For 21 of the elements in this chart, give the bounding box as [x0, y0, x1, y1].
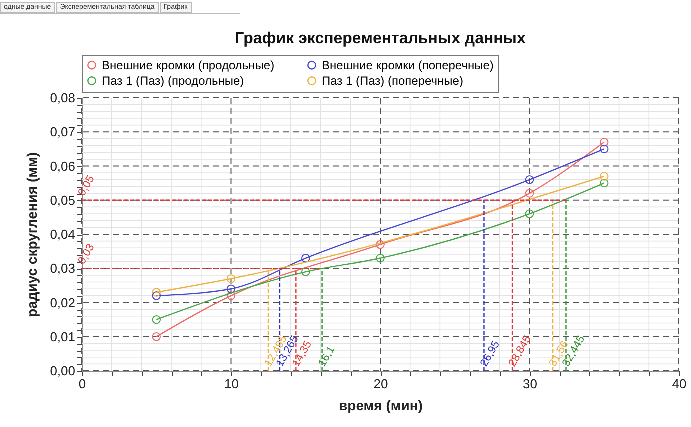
y-tick-label: 0,06 [50, 158, 76, 174]
y-tick-label: 0,07 [50, 124, 76, 140]
y-axis-title: радиус скругления (мм) [24, 152, 40, 318]
legend-label: Паз 1 (Паз) (продольные) [102, 74, 244, 88]
y-tick-label: 0,03 [50, 261, 76, 276]
legend-label: Внешние кромки (продольные) [102, 58, 275, 72]
chart-title: График эксперементальных данных [235, 30, 526, 48]
x-axis-title: время (мин) [339, 398, 423, 414]
y-tick-label: 0,00 [50, 364, 76, 378]
y-tick-label: 0,08 [50, 90, 76, 106]
y-tick-label: 0,01 [50, 329, 76, 344]
x-tick-label: 40 [672, 376, 687, 392]
y-tick-label: 0,02 [50, 295, 76, 310]
x-tick-label: 10 [224, 376, 239, 392]
legend-label: Паз 1 (Паз) (поперечные) [322, 74, 464, 88]
legend-label: Внешние кромки (поперечные) [322, 58, 494, 72]
x-tick-label: 20 [374, 376, 388, 392]
x-tick-label: 30 [523, 376, 538, 392]
x-tick-label: 0 [78, 376, 86, 392]
y-tick-label: 0,04 [50, 227, 76, 242]
y-tick-label: 0,05 [50, 192, 76, 208]
